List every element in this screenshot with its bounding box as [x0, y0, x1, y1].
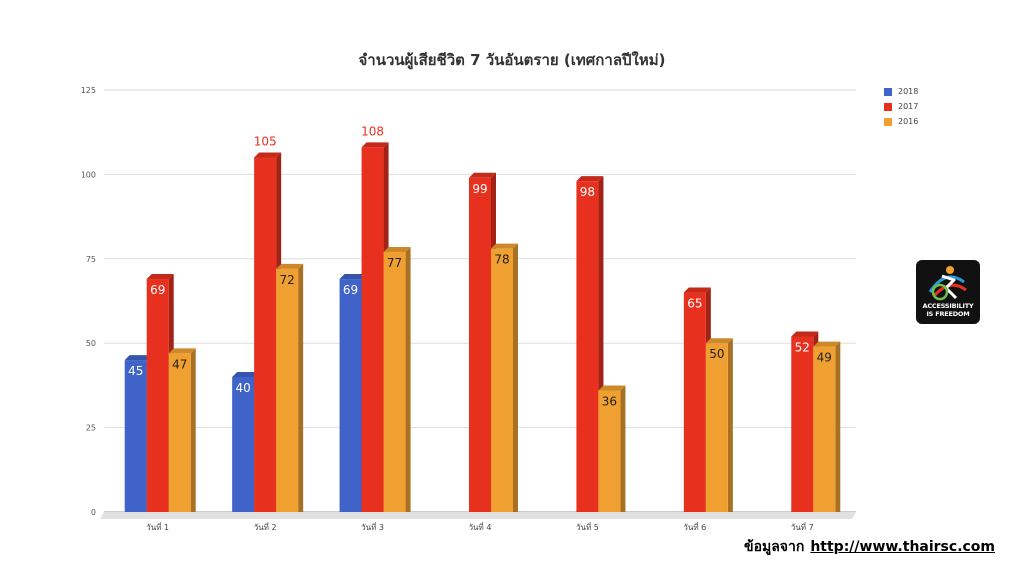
data-label: 52 [795, 340, 810, 354]
bar-2016-6 [705, 343, 728, 512]
bar-2017-3 [361, 147, 384, 512]
bar-top [383, 247, 411, 253]
legend-item-2017: 2017 [884, 99, 918, 114]
data-label: 65 [687, 297, 702, 311]
x-tick-label: วันที่ 3 [361, 521, 384, 532]
data-label: 77 [387, 256, 402, 270]
bar-2016-3 [383, 252, 406, 512]
data-label: 36 [602, 394, 617, 408]
axis-labels: 0 25 50 75 100 125 วันที่ 1 วันที่ 2 วันที่ 3 วัน… [81, 86, 814, 532]
bar-2018-1 [124, 360, 147, 512]
bar-2017-4 [469, 177, 491, 512]
source-label: ข้อมูลจาก [744, 539, 805, 555]
chart-title: จำนวนผู้เสียชีวิต 7 วันอันตราย (เทศกาลปี… [358, 51, 666, 69]
bar-side [513, 243, 518, 512]
bar-2017-7 [791, 336, 814, 512]
bar-2018-2 [232, 376, 255, 512]
bar-top [361, 142, 389, 148]
source-credit: ข้อมูลจาก http://www.thairsc.com [744, 536, 995, 558]
source-link[interactable]: http://www.thairsc.com [810, 539, 996, 555]
x-tick-label: วันที่ 1 [146, 521, 169, 532]
bar-2016-7 [813, 346, 836, 512]
bar-top [276, 263, 304, 269]
bar-side [620, 385, 626, 512]
y-tick-label: 25 [86, 424, 96, 433]
legend-item-2016: 2016 [884, 114, 918, 129]
data-labels: 45 69 47 40 105 72 69 108 77 99 78 98 36 65 50 52 49 [128, 124, 832, 408]
bar-2017-6 [683, 292, 706, 512]
y-tick-label: 125 [81, 86, 96, 95]
bar-top [339, 274, 367, 280]
y-tick-label: 75 [86, 255, 96, 264]
data-label: 99 [472, 182, 487, 196]
data-label: 72 [280, 273, 295, 287]
bar-side [727, 338, 733, 512]
x-tick-label: วันที่ 6 [683, 521, 706, 532]
bar-top [705, 338, 733, 344]
chart-floor [100, 512, 856, 519]
x-tick-label: วันที่ 4 [469, 521, 492, 532]
data-label: 47 [172, 357, 187, 371]
bar-2017-5 [576, 181, 599, 513]
bar-top [254, 152, 282, 158]
bars [124, 142, 841, 513]
legend-label: 2018 [898, 87, 919, 96]
logo-text-line1: ACCESSIBILITY [922, 302, 974, 310]
bar-2016-4 [491, 248, 513, 512]
data-label: 108 [361, 124, 384, 138]
legend: 2018 2017 2016 [884, 84, 918, 129]
bar-2016-5 [598, 390, 621, 512]
legend-item-2018: 2018 [884, 84, 918, 99]
data-label: 98 [580, 185, 595, 199]
accessibility-figure-icon [928, 266, 967, 301]
bar-2018-3 [339, 279, 362, 512]
legend-swatch [884, 117, 892, 126]
bar-top [813, 341, 841, 347]
data-label: 45 [128, 364, 143, 378]
bar-top [124, 355, 152, 361]
bar-top [791, 331, 819, 337]
bar-side [835, 341, 841, 512]
bar-side [298, 263, 304, 512]
data-label: 69 [343, 283, 358, 297]
bar-top [469, 172, 496, 178]
bar-top [491, 243, 518, 249]
accessibility-is-freedom-logo: ACCESSIBILITY IS FREEDOM [916, 260, 980, 324]
logo-text-line2: IS FREEDOM [926, 310, 970, 318]
bar-2017-1 [146, 279, 169, 512]
data-label: 49 [817, 351, 832, 365]
data-label: 105 [254, 135, 277, 149]
bar-2017-2 [254, 157, 277, 512]
legend-label: 2017 [898, 102, 919, 111]
bar-2016-1 [168, 353, 191, 512]
legend-swatch [884, 87, 892, 96]
bar-2016-2 [276, 268, 299, 512]
y-tick-label: 0 [91, 508, 96, 517]
bar-top [576, 176, 604, 182]
data-label: 78 [494, 253, 509, 267]
bar-side [405, 247, 411, 512]
x-tick-label: วันที่ 5 [576, 521, 599, 532]
bar-top [146, 274, 174, 280]
data-label: 69 [150, 283, 165, 297]
legend-label: 2016 [898, 117, 919, 126]
x-tick-label: วันที่ 2 [254, 521, 277, 532]
legend-swatch [884, 102, 892, 111]
x-tick-label: วันที่ 7 [791, 521, 814, 532]
y-tick-label: 100 [81, 170, 96, 179]
y-tick-label: 50 [86, 339, 96, 348]
bar-top [168, 348, 196, 354]
bar-side [190, 348, 196, 512]
bar-top [598, 385, 626, 391]
data-label: 50 [709, 347, 724, 361]
bar-top [683, 287, 711, 293]
data-label: 40 [236, 381, 251, 395]
bar-top [232, 371, 260, 377]
